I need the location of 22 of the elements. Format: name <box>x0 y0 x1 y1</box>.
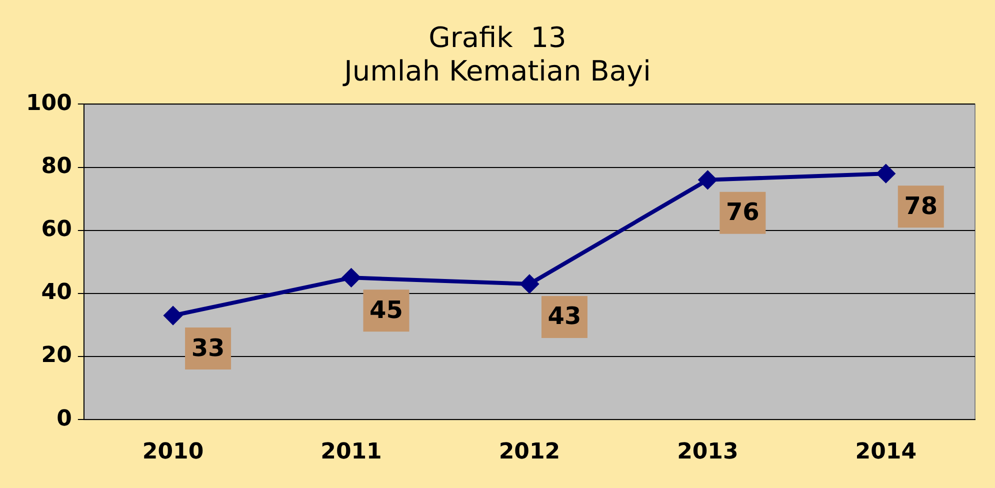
y-tick-label: 40 <box>41 280 72 306</box>
x-tick-label: 2010 <box>142 440 204 465</box>
y-tick-label: 100 <box>26 90 72 116</box>
y-tick-label: 80 <box>41 154 72 179</box>
data-label: 78 <box>904 192 938 220</box>
point <box>164 306 182 325</box>
y-tick-label: 20 <box>41 343 72 368</box>
point <box>698 170 717 189</box>
data-label: 45 <box>370 296 403 324</box>
x-tick-label: 2014 <box>855 440 917 465</box>
data-label: 76 <box>726 198 760 226</box>
y-tick-label: 60 <box>41 217 72 242</box>
x-tick-label: 2012 <box>498 440 560 465</box>
data-label: 33 <box>191 334 225 362</box>
y-tick-label: 0 <box>56 406 72 432</box>
point <box>876 164 895 183</box>
data-label: 43 <box>548 302 582 330</box>
point <box>342 268 360 287</box>
point <box>520 274 538 293</box>
x-tick-label: 2013 <box>677 440 738 465</box>
x-tick-label: 2011 <box>320 440 382 465</box>
chart-title: Grafik 13 Jumlah Kematian Bayi <box>342 21 651 88</box>
